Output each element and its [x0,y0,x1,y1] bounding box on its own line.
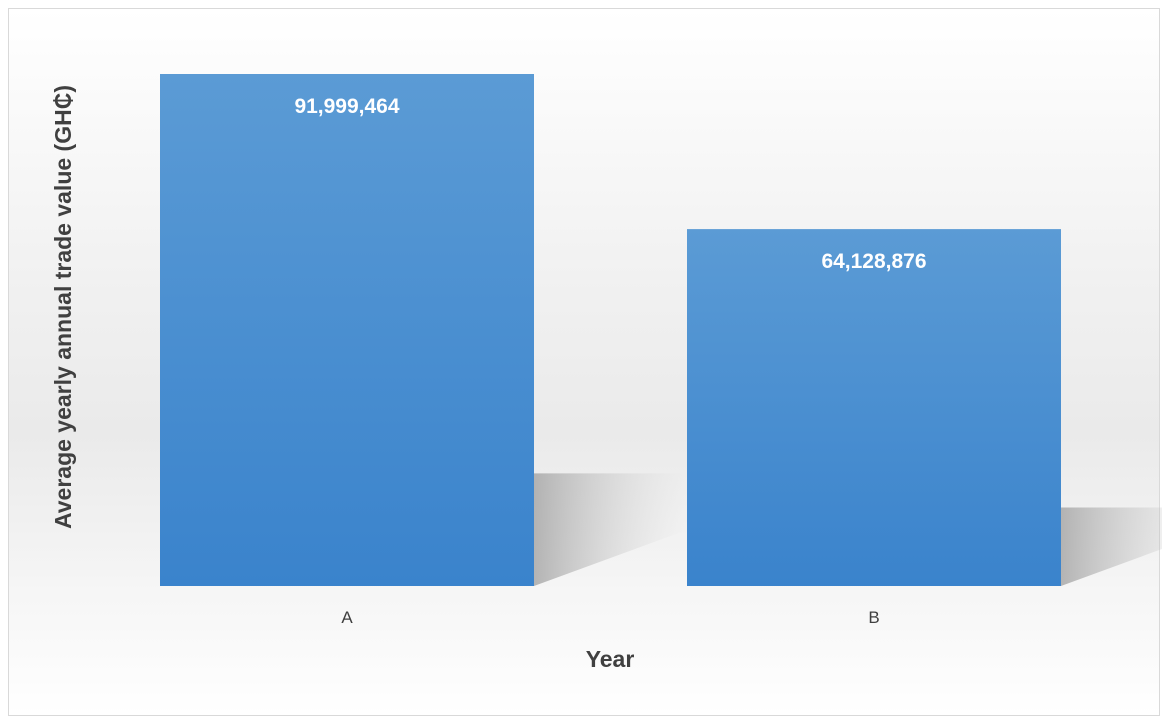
x-tick-label: A [341,608,353,627]
bar-b [687,229,1061,586]
bar-a [160,74,534,586]
bar-value-label: 64,128,876 [821,250,926,273]
bar-shadow [534,473,684,586]
bar-value-labels: 91,999,464 64,128,876 [294,95,926,273]
x-axis-title: Year [586,646,635,672]
y-axis-title: Average yearly annual trade value (GH₵) [50,85,76,529]
bar-shadow [1061,507,1162,586]
x-tick-label: B [868,608,879,627]
bar-value-label: 91,999,464 [294,95,399,118]
bars [160,74,1061,586]
bar-shadows [534,473,1162,586]
